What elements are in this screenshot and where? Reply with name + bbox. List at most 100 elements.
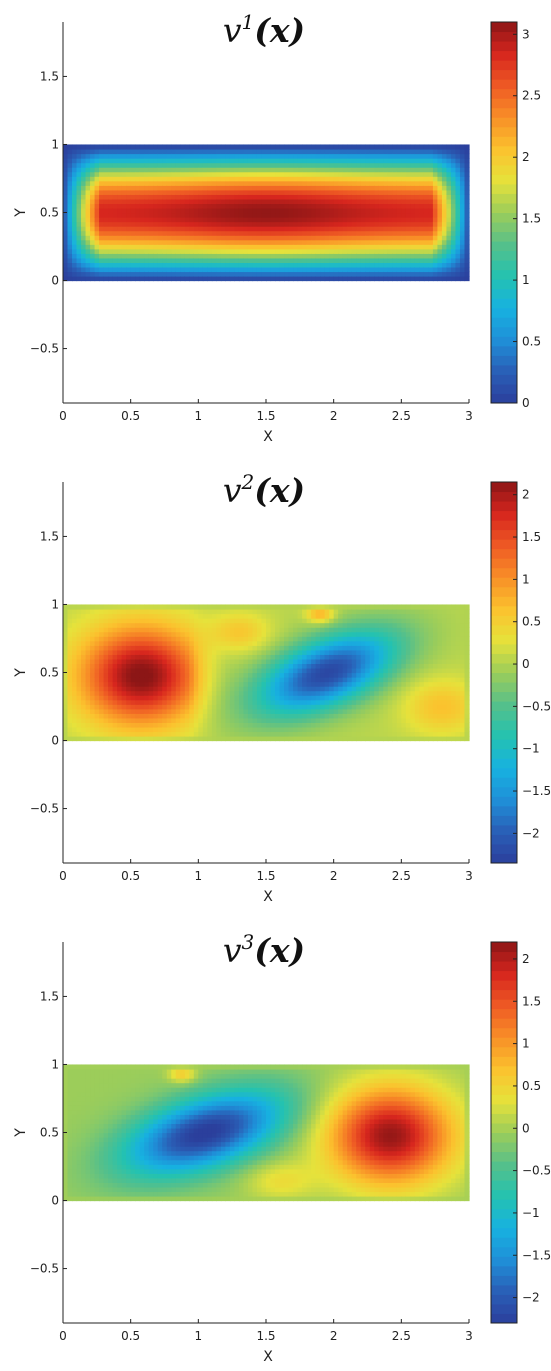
heatmap-cell [297, 167, 303, 173]
heatmap-cell [157, 198, 163, 205]
heatmap-cell [81, 731, 87, 737]
heatmap-cell [365, 677, 371, 683]
heatmap-cell [234, 717, 240, 723]
heatmap-cell [333, 158, 339, 164]
heatmap-cell [157, 631, 163, 637]
heatmap-cell [63, 722, 69, 728]
heatmap-cell [293, 257, 299, 263]
heatmap-cell [126, 171, 132, 177]
heatmap-cell [207, 226, 213, 232]
heatmap-cell [342, 681, 348, 687]
heatmap-cell [202, 695, 208, 701]
heatmap-cell [184, 658, 190, 665]
heatmap-cell [288, 189, 294, 195]
heatmap-cell [297, 171, 303, 177]
heatmap-cell [238, 207, 245, 214]
heatmap-cell [229, 681, 236, 687]
heatmap-cell [81, 257, 87, 263]
heatmap-cell [211, 677, 217, 683]
heatmap-cell [270, 244, 276, 250]
heatmap-cell [369, 717, 375, 723]
heatmap-cell [184, 686, 190, 692]
heatmap-cell [288, 271, 294, 277]
heatmap-cell [247, 613, 254, 619]
heatmap-cell [193, 162, 199, 168]
heatmap-cell [189, 681, 195, 687]
heatmap-cell [302, 185, 308, 191]
heatmap-cell [139, 221, 145, 227]
colorbar-band [491, 336, 517, 347]
heatmap-cell [112, 185, 118, 191]
heatmap-cell [139, 672, 145, 678]
heatmap-cell [329, 271, 335, 277]
heatmap-cell [94, 672, 100, 678]
heatmap-cell [333, 239, 339, 245]
heatmap-cell [342, 271, 348, 277]
heatmap-cell [207, 257, 213, 263]
heatmap-cell [347, 239, 353, 245]
heatmap-cell [347, 276, 353, 282]
heatmap-cell [117, 613, 123, 619]
heatmap-cell [63, 713, 69, 719]
heatmap-cell [162, 158, 168, 164]
heatmap-cell [211, 253, 217, 259]
heatmap-cell [333, 180, 339, 186]
heatmap-cell [229, 677, 236, 683]
heatmap-cell [329, 235, 335, 241]
heatmap-cell [103, 604, 109, 610]
heatmap-cell [112, 722, 118, 728]
heatmap-cell [369, 176, 375, 182]
heatmap-cell [329, 257, 335, 263]
heatmap-cell [117, 627, 123, 633]
heatmap-cell [94, 690, 100, 696]
heatmap-cell [414, 257, 420, 263]
heatmap-cell [135, 636, 141, 642]
heatmap-cell [130, 221, 136, 227]
heatmap-cell [211, 271, 217, 277]
heatmap-cell [297, 149, 303, 155]
heatmap-cell [81, 235, 87, 241]
heatmap-cell [162, 276, 168, 282]
heatmap-cell [329, 667, 335, 674]
heatmap-cell [333, 212, 339, 218]
heatmap-cell [171, 176, 177, 182]
heatmap-cell [157, 167, 163, 173]
heatmap-cell [333, 736, 339, 742]
heatmap-cell [315, 654, 321, 660]
heatmap-cell [189, 158, 195, 164]
heatmap-cell [369, 677, 375, 683]
heatmap-cell [157, 726, 163, 733]
heatmap-cell [112, 262, 118, 268]
heatmap-cell [63, 262, 69, 268]
heatmap-cell [279, 230, 285, 236]
heatmap-cell [256, 266, 263, 273]
heatmap-cell [130, 235, 136, 241]
heatmap-cell [297, 622, 303, 628]
heatmap-cell [302, 162, 308, 168]
heatmap-cell [216, 217, 222, 223]
heatmap-cell [189, 167, 195, 173]
heatmap-cell [428, 276, 434, 282]
heatmap-cell [144, 717, 150, 723]
heatmap-cell [243, 658, 249, 665]
heatmap-cell [135, 640, 141, 646]
heatmap-cell [67, 726, 73, 733]
heatmap-cell [63, 613, 69, 619]
heatmap-cell [144, 257, 150, 263]
heatmap-cell [144, 176, 150, 182]
heatmap-cell [198, 604, 204, 610]
heatmap-cell [234, 257, 240, 263]
heatmap-cell [162, 736, 168, 742]
heatmap-cell [189, 699, 195, 705]
heatmap-cell [414, 149, 420, 155]
heatmap-cell [288, 149, 294, 155]
heatmap-cell [270, 622, 276, 628]
heatmap-cell [459, 230, 466, 236]
heatmap-cell [311, 667, 317, 674]
heatmap-cell [198, 618, 204, 624]
heatmap-cell [342, 609, 348, 615]
heatmap-cell [284, 266, 290, 273]
heatmap-cell [333, 708, 339, 714]
heatmap-cell [306, 226, 312, 232]
heatmap-cell [392, 708, 398, 714]
